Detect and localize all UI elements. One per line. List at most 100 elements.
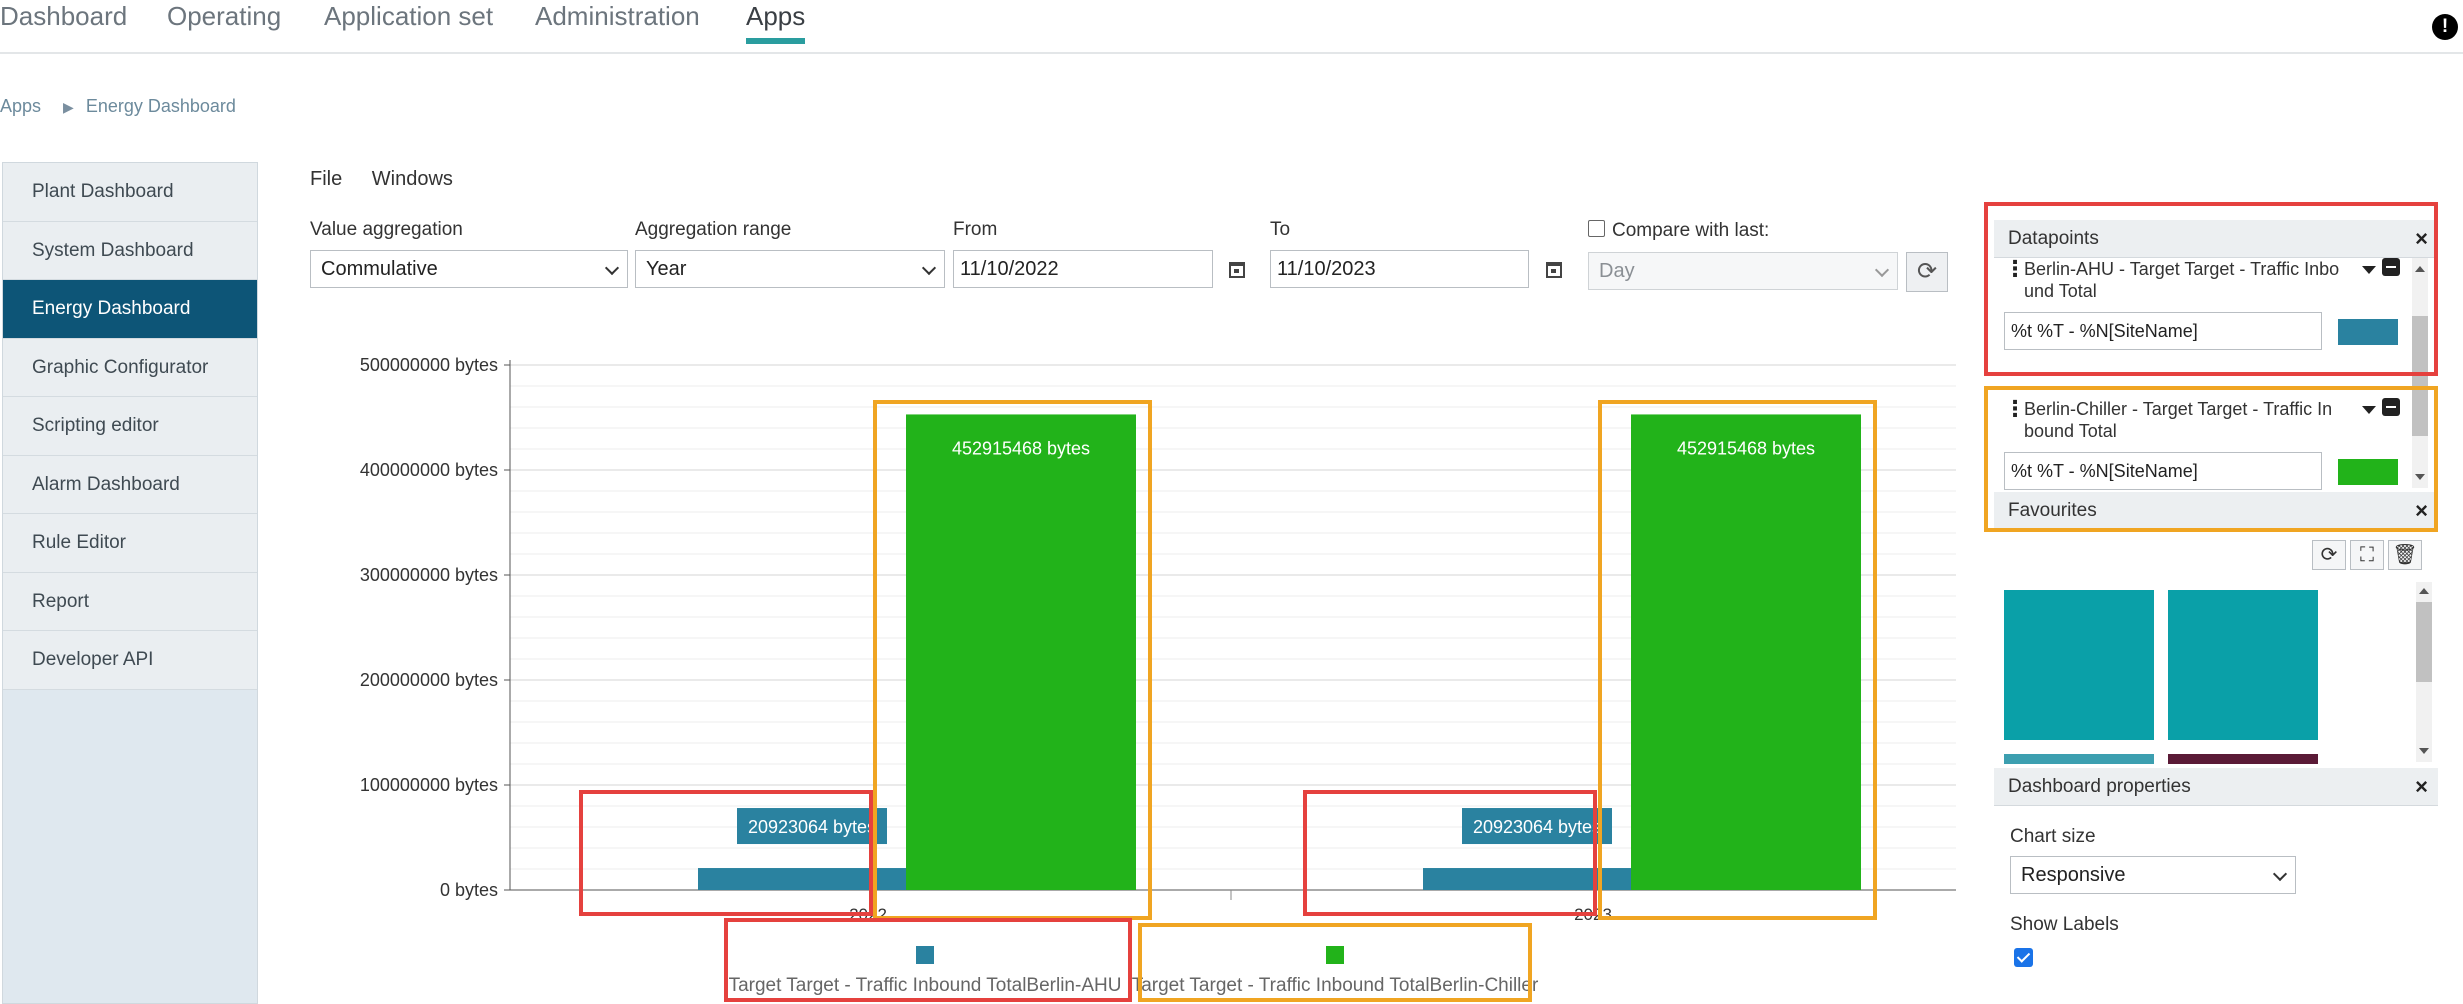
highlight-box [1303,790,1597,916]
favourite-tile[interactable] [2168,590,2318,740]
color-swatch[interactable] [2338,459,2398,485]
trash-icon: 🗑 [2392,544,2418,566]
favourites-title: Favourites [2008,500,2097,521]
refresh-icon: ⟳ [1916,258,1938,285]
menu-file[interactable]: File [310,168,343,190]
favourite-tile[interactable] [2004,590,2154,740]
dashboard-properties-title: Dashboard properties [2008,776,2191,797]
from-date-input[interactable]: 11/10/2022 [953,250,1213,288]
breadcrumb-energy-dashboard[interactable]: Energy Dashboard [85,96,236,116]
y-tick-label: 200000000 bytes [360,670,498,690]
data-label: 452915468 bytes [1677,438,1815,458]
breadcrumb-apps[interactable]: Apps [0,96,42,116]
close-icon[interactable]: × [2415,498,2428,523]
sidebar-item-report[interactable]: Report [3,572,257,631]
data-label: 452915468 bytes [952,438,1090,458]
scroll-down-icon[interactable] [2419,748,2429,754]
sidebar-item-graphic-configurator[interactable]: Graphic Configurator [3,338,257,397]
breadcrumb-separator-icon: ▶ [63,99,74,115]
tab-operating[interactable]: Operating [167,1,282,31]
legend-swatch [916,946,934,964]
sidebar-item-rule-editor[interactable]: Rule Editor [3,514,257,573]
scrollbar-thumb[interactable] [2412,316,2428,436]
datapoints-title: Datapoints [2008,228,2099,249]
chart-size-value: Responsive [2021,864,2126,886]
caret-down-icon[interactable] [2362,266,2376,274]
y-tick-label: 300000000 bytes [360,565,498,585]
data-label-box [1462,808,1612,845]
drag-handle-icon[interactable]: ⋮ [2004,396,2026,421]
favourite-tile[interactable] [2004,754,2154,764]
data-label: 20923064 bytes [1473,817,1601,837]
delete-button[interactable]: 🗑 [2388,540,2422,570]
compare-period-value: Day [1599,260,1635,282]
y-tick-label: 400000000 bytes [360,460,498,480]
tab-dashboard[interactable]: Dashboard [0,1,128,31]
calendar-icon[interactable] [1229,262,1245,278]
scroll-down-icon[interactable] [2415,474,2425,480]
value-aggregation-label: Value aggregation [310,219,463,240]
energy-bar-chart: 0 bytes 100000000 bytes 200000000 bytes 300… [360,355,1956,1002]
menu-windows[interactable]: Windows [371,168,453,190]
value-aggregation-select[interactable]: Commulative [310,250,628,288]
datapoint-format-input[interactable]: %t %T - %N[SiteName] [2004,312,2322,350]
sidebar-item-energy-dashboard[interactable]: Energy Dashboard [3,280,257,339]
to-label: To [1270,219,1291,240]
legend-label: Target Target - Traffic Inbound TotalBer… [1132,975,1539,996]
aggregation-range-select[interactable]: Year [635,250,945,288]
chart-bar [698,868,926,890]
screenshot-button[interactable]: ⛶ [2350,540,2384,570]
data-label-box [737,808,887,845]
remove-icon[interactable] [2382,398,2400,416]
chart-size-select[interactable]: Responsive [2010,856,2296,894]
tab-administration[interactable]: Administration [535,1,700,31]
to-date-input[interactable]: 11/10/2023 [1270,250,1529,288]
chevron-down-icon [1874,262,1890,278]
refresh-button[interactable]: ⟳ [2312,540,2346,570]
sidebar-item-plant-dashboard[interactable]: Plant Dashboard [3,163,257,222]
chevron-down-icon [2272,866,2288,882]
scroll-up-icon[interactable] [2415,266,2425,272]
remove-icon[interactable] [2382,258,2400,276]
close-icon[interactable]: × [2415,774,2428,799]
highlight-box [1598,400,1877,920]
caret-down-icon[interactable] [2362,406,2376,414]
close-icon[interactable]: × [2415,226,2428,251]
sidebar-item-scripting-editor[interactable]: Scripting editor [3,397,257,456]
datapoint-format-input[interactable]: %t %T - %N[SiteName] [2004,452,2322,490]
chart-bar [1423,868,1651,890]
legend-swatch [1326,946,1344,964]
tab-application-set[interactable]: Application set [324,1,494,31]
dashboard-properties-header: Dashboard properties × [1994,768,2438,806]
alert-icon[interactable]: ! [2432,14,2458,40]
legend-label: Target Target - Traffic Inbound TotalBer… [729,975,1122,996]
datapoints-panel: Datapoints × ⋮ Berlin-AHU - Target Targe… [1994,220,2438,530]
scrollbar-thumb[interactable] [2416,602,2432,682]
sidebar-item-developer-api[interactable]: Developer API [3,631,257,690]
chevron-down-icon [604,260,620,276]
color-swatch[interactable] [2338,319,2398,345]
scroll-up-icon[interactable] [2419,588,2429,594]
favourite-tile[interactable] [2168,754,2318,764]
aggregation-range-label: Aggregation range [635,219,792,240]
menu-bar: File Windows [310,168,477,191]
data-label: 20923064 bytes [748,817,876,837]
tab-apps[interactable]: Apps [746,1,806,44]
refresh-button[interactable]: ⟳ [1906,252,1948,292]
compare-period-select[interactable]: Day [1588,252,1898,290]
favourites-panel: ⟳ ⛶ 🗑 [1994,532,2438,764]
chart-bar [906,414,1136,890]
calendar-icon[interactable] [1546,262,1562,278]
datapoints-panel-header: Datapoints × [1994,220,2438,258]
chart-bar [1631,414,1861,890]
compare-checkbox[interactable] [1588,220,1605,237]
sidebar-item-alarm-dashboard[interactable]: Alarm Dashboard [3,455,257,514]
screenshot-icon: ⛶ [2360,544,2374,566]
drag-handle-icon[interactable]: ⋮ [2004,256,2026,281]
chevron-down-icon [921,260,937,276]
from-label: From [953,219,998,240]
chart-size-label: Chart size [2010,826,2096,847]
sidebar-item-system-dashboard[interactable]: System Dashboard [3,221,257,280]
show-labels-checkbox[interactable] [2014,948,2033,967]
highlight-box [724,918,1132,1002]
